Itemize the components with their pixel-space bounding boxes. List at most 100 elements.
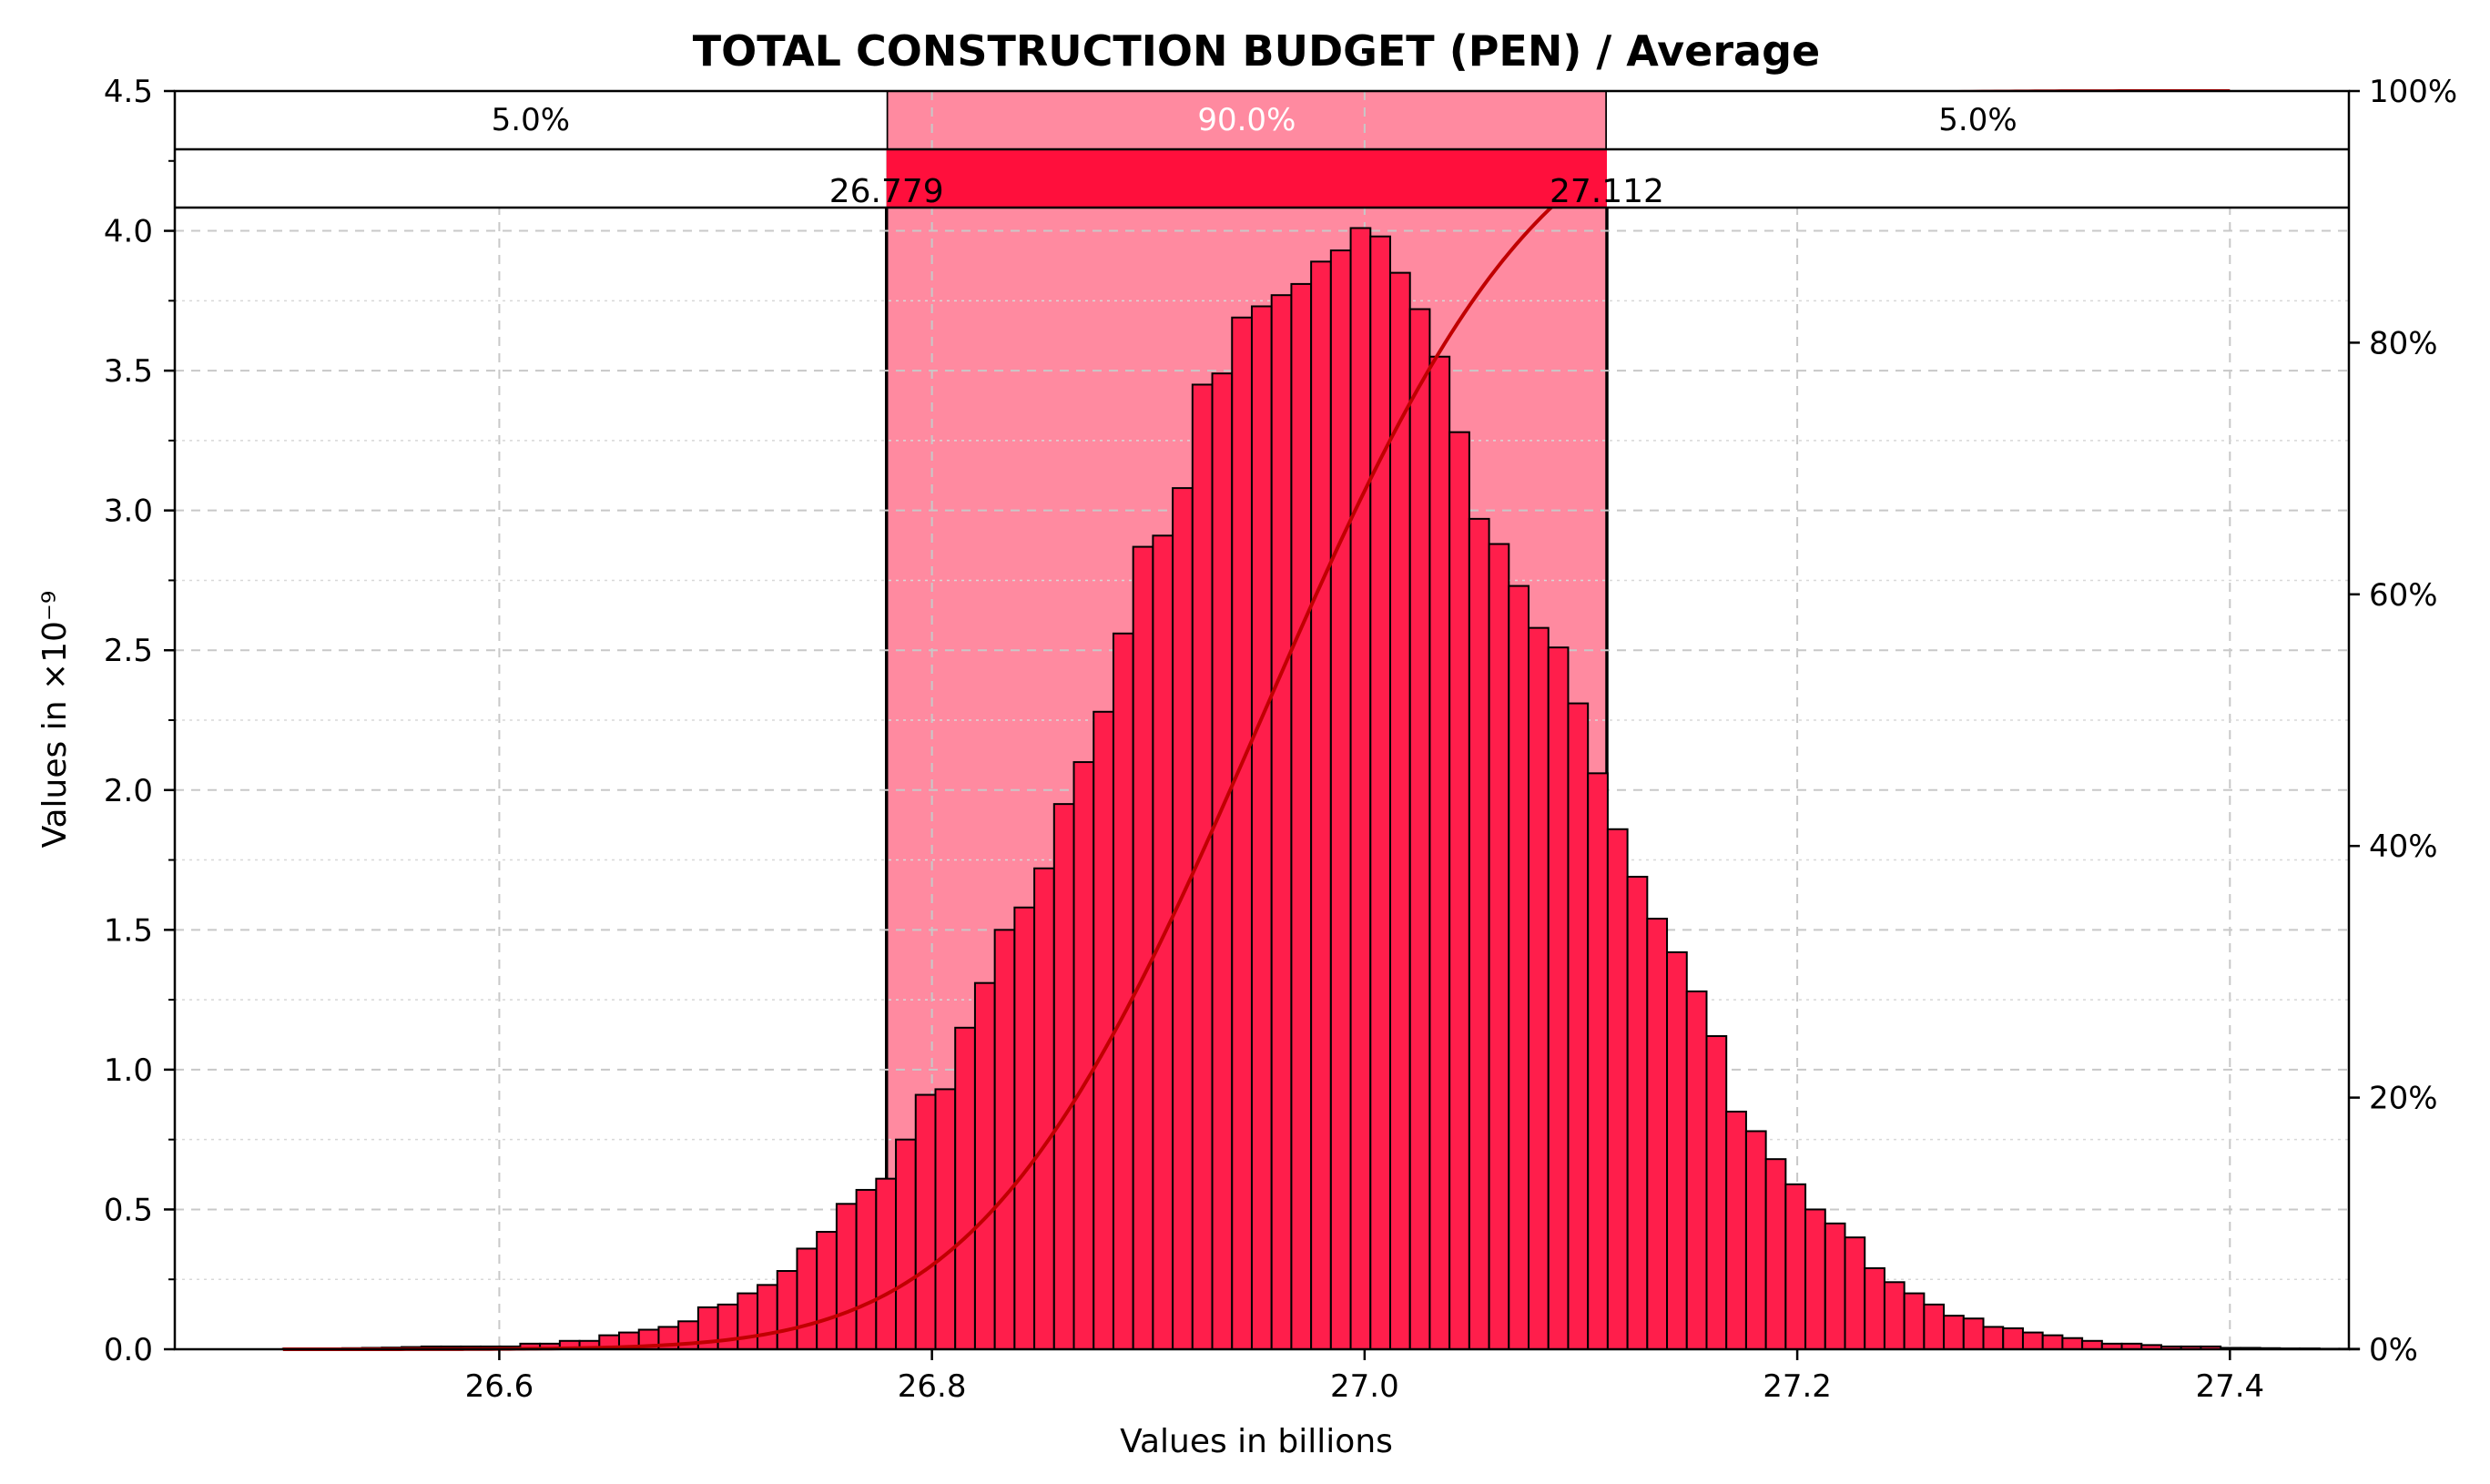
histogram-bar xyxy=(954,1026,976,1351)
left-tail-pct-label: 5.0% xyxy=(492,102,570,138)
histogram-bar xyxy=(1172,487,1194,1350)
histogram-bar xyxy=(737,1292,759,1350)
histogram-bar xyxy=(1250,305,1273,1350)
histogram-bar xyxy=(1468,517,1490,1350)
histogram-bar xyxy=(1883,1281,1906,1350)
histogram-bar xyxy=(1744,1130,1767,1351)
histogram-bar xyxy=(855,1188,878,1350)
y2-tick-label: 20% xyxy=(2369,1081,2438,1117)
histogram-bar xyxy=(1685,990,1708,1351)
histogram-bar xyxy=(895,1138,917,1350)
histogram-bar xyxy=(1587,772,1609,1350)
y2-tick-label: 40% xyxy=(2369,828,2438,865)
histogram-bar xyxy=(1448,431,1470,1351)
histogram-bar xyxy=(796,1247,818,1350)
y2-tick-label: 100% xyxy=(2369,74,2457,110)
histogram-bar xyxy=(1567,702,1590,1350)
x-tick-label: 27.0 xyxy=(1330,1368,1399,1405)
histogram-bar xyxy=(1310,260,1332,1350)
y-tick-label: 2.5 xyxy=(104,633,153,669)
histogram-bar xyxy=(1488,543,1510,1350)
histogram-bar xyxy=(1052,803,1075,1350)
y-tick-label: 2.0 xyxy=(104,773,153,809)
histogram-bar xyxy=(1764,1158,1787,1350)
header-interval-strip xyxy=(886,149,1607,208)
histogram-bar xyxy=(1982,1326,2005,1351)
histogram-bar xyxy=(1804,1208,1826,1351)
histogram-bar xyxy=(1013,906,1036,1351)
histogram-bar xyxy=(2021,1331,2044,1351)
histogram-bar xyxy=(1784,1183,1807,1350)
histogram-bar xyxy=(717,1303,739,1350)
x-tick-label: 27.4 xyxy=(2195,1368,2264,1405)
histogram-bar xyxy=(934,1088,957,1351)
histogram-bar xyxy=(1093,710,1114,1350)
y2-tick-label: 60% xyxy=(2369,577,2438,614)
histogram-bars xyxy=(281,227,2361,1351)
histogram-bar xyxy=(1943,1315,1965,1350)
histogram-bar xyxy=(1962,1317,1985,1350)
histogram-bar xyxy=(1626,875,1649,1350)
histogram-bar xyxy=(1528,626,1550,1350)
histogram-bar xyxy=(1270,294,1293,1350)
x-axis-label: Values in billions xyxy=(1120,1423,1393,1460)
histogram-bar xyxy=(1369,235,1391,1351)
histogram-bar xyxy=(993,929,1016,1350)
histogram-bar xyxy=(1547,646,1570,1350)
histogram-bar xyxy=(1508,584,1530,1350)
axes-layer: 0.0 0.5 1.0 1.5 2.0 2.5 3.0 3.5 4.0 4.5 0% 20% 40% 60… xyxy=(104,74,2457,1405)
y-axis-label: Values in ×10⁻⁹ xyxy=(36,591,74,849)
histogram-bar xyxy=(1408,308,1431,1351)
histogram-bar xyxy=(1725,1110,1747,1350)
histogram-bar xyxy=(1112,632,1134,1350)
histogram-bar xyxy=(1349,227,1372,1350)
y-tick-label: 3.0 xyxy=(104,493,153,530)
histogram-bar xyxy=(776,1270,798,1351)
center-pct-label: 90.0% xyxy=(1197,102,1296,138)
histogram-bar xyxy=(2002,1326,2024,1351)
histogram-bar xyxy=(757,1284,778,1351)
histogram-bar xyxy=(1606,828,1629,1350)
y-tick-label: 0.5 xyxy=(104,1192,153,1228)
x-tick-label: 27.2 xyxy=(1763,1368,1832,1405)
chart-title: TOTAL CONSTRUCTION BUDGET (PEN) / Averag… xyxy=(693,26,1820,76)
histogram-bar xyxy=(1864,1266,1885,1350)
x-tick-label: 26.6 xyxy=(465,1368,534,1405)
x-tick-label: 26.8 xyxy=(898,1368,967,1405)
histogram-bar xyxy=(2081,1339,2103,1350)
histogram-bar xyxy=(2041,1334,2064,1350)
histogram-bar xyxy=(875,1177,898,1351)
histogram-bar xyxy=(1231,316,1253,1350)
upper-bound-label: 27.112 xyxy=(1550,173,1664,210)
lower-bound-label: 26.779 xyxy=(829,173,944,210)
y2-tick-label: 80% xyxy=(2369,325,2438,361)
histogram-bar xyxy=(1132,545,1154,1350)
histogram-bar xyxy=(1211,372,1234,1350)
histogram-bar xyxy=(816,1231,838,1350)
histogram-bar xyxy=(914,1093,937,1351)
histogram-bar xyxy=(1290,282,1313,1351)
histogram-bar xyxy=(1428,355,1451,1350)
histogram-bar xyxy=(1666,950,1688,1350)
y-tick-label: 3.5 xyxy=(104,353,153,390)
y-tick-label: 4.5 xyxy=(104,74,153,110)
y-tick-label: 4.0 xyxy=(104,214,153,250)
histogram-bar xyxy=(2061,1337,2084,1351)
y-tick-label: 0.0 xyxy=(104,1332,153,1368)
histogram-bar xyxy=(1705,1035,1728,1350)
histogram-bar xyxy=(1824,1222,1846,1351)
histogram-bar xyxy=(1903,1292,1926,1350)
histogram-bar xyxy=(1152,534,1174,1350)
histogram-bar xyxy=(1844,1236,1866,1350)
y-tick-label: 1.0 xyxy=(104,1052,153,1089)
percentile-header: 5.0% 90.0% 5.0% 26.779 27.112 xyxy=(175,91,2349,210)
histogram-bar xyxy=(1329,249,1352,1350)
histogram-bar xyxy=(973,981,996,1350)
y2-tick-label: 0% xyxy=(2369,1332,2418,1368)
y-tick-label: 1.5 xyxy=(104,912,153,949)
histogram-bar xyxy=(1072,761,1095,1350)
histogram-bar xyxy=(1923,1303,1946,1350)
right-tail-pct-label: 5.0% xyxy=(1938,102,2017,138)
histogram-bar xyxy=(835,1203,858,1351)
